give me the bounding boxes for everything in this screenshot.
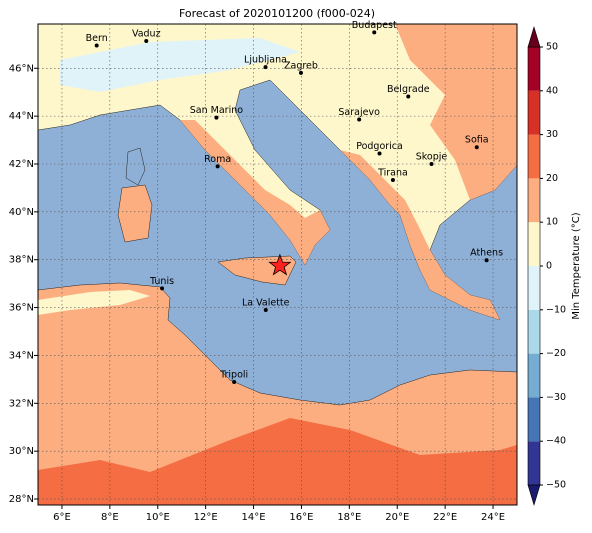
title: Forecast of 2020101200 (f000-024) — [179, 7, 375, 20]
colorbar-label: Min Temperature (°C) — [571, 212, 582, 319]
colorbar-tick-label: −10 — [546, 304, 566, 315]
map-frame — [37, 23, 518, 506]
colorbar-band — [528, 222, 540, 266]
colorbar-band — [528, 134, 540, 179]
cold-alps — [60, 38, 300, 92]
grid — [34, 24, 517, 509]
colorbar-band — [528, 47, 540, 91]
colorbar-tick-label: −50 — [546, 480, 566, 491]
city-dot — [160, 286, 165, 291]
x-tick-label: 22°E — [433, 512, 457, 523]
city-dot — [298, 70, 303, 75]
warm-balkan-coast — [340, 150, 500, 320]
city-label: Ljubljana — [244, 55, 287, 66]
y-tick-label: 44°N — [9, 111, 34, 122]
y-tick-label: 36°N — [9, 303, 34, 314]
colorbar-under — [527, 484, 541, 507]
x-tick-label: 6°E — [53, 512, 71, 523]
city-dot — [232, 379, 237, 384]
city-dot — [94, 43, 99, 48]
x-tick-label: 10°E — [146, 512, 170, 523]
star-marker — [268, 253, 292, 276]
hot-africa — [38, 418, 517, 505]
city-label: La Valette — [242, 297, 290, 308]
colorbar-over — [527, 25, 541, 48]
city-label: Belgrade — [387, 84, 430, 95]
colorbar-tick-label: −40 — [546, 436, 566, 447]
colorbar-tick-label: 10 — [546, 217, 558, 228]
colorbar: −50 −40 −30 −20 −10 0 10 20 30 40 50 — [527, 25, 566, 507]
city-dot — [144, 38, 149, 43]
y-tick-label: 28°N — [9, 494, 34, 505]
x-tick-label: 8°E — [101, 512, 119, 523]
city-dot — [357, 117, 362, 122]
city-dot — [390, 178, 395, 183]
y-tick-label: 40°N — [9, 207, 34, 218]
colorbar-tick-label: 0 — [546, 261, 552, 272]
colorbar-band — [528, 90, 540, 135]
city-label: Sofia — [465, 135, 489, 146]
city-label: San Marino — [190, 105, 243, 116]
sardinia — [117, 184, 153, 243]
city-dot — [263, 65, 268, 70]
colorbar-band — [528, 397, 540, 442]
city-dot — [372, 30, 377, 35]
city-label: Sarajevo — [338, 107, 380, 118]
x-tick-label: 20°E — [385, 512, 409, 523]
warm-italy-coast — [180, 120, 330, 265]
colorbar-tick-label: −30 — [546, 392, 566, 403]
colorbar-band — [528, 266, 540, 310]
y-tick-label: 30°N — [9, 446, 34, 457]
city-label: Tripoli — [219, 369, 248, 380]
colorbar-tick-label: 40 — [546, 85, 558, 96]
y-tick-label: 42°N — [9, 159, 34, 170]
y-tick-label: 38°N — [9, 255, 34, 266]
colorbar-band — [528, 441, 540, 485]
colorbar-tick-label: −20 — [546, 348, 566, 359]
x-tick-label: 18°E — [337, 512, 361, 523]
city-dot — [406, 94, 411, 99]
city-dot — [429, 161, 434, 166]
city-dot — [484, 258, 489, 263]
x-tick-label: 12°E — [194, 512, 218, 523]
city-dot — [263, 307, 268, 312]
city-label: Athens — [470, 248, 503, 259]
y-tick-label: 32°N — [9, 398, 34, 409]
city-label: Zagreb — [284, 60, 318, 71]
colorbar-band — [528, 309, 540, 354]
colorbar-tick-label: 50 — [546, 42, 558, 53]
city-label: Skopje — [416, 151, 448, 162]
city-dot — [474, 145, 479, 150]
city-label: Tirana — [377, 168, 408, 179]
city-label: Bern — [86, 33, 108, 44]
corsica — [125, 147, 146, 186]
colorbar-tick-label: 30 — [546, 129, 558, 140]
y-tick-label: 34°N — [9, 350, 34, 361]
city-dot — [215, 164, 220, 169]
colorbar-band — [528, 353, 540, 398]
y-tick-label: 46°N — [9, 63, 34, 74]
colorbar-tick-label: 20 — [546, 173, 558, 184]
city-dot — [214, 115, 219, 120]
colorbar-band — [528, 178, 540, 223]
city-label: Podgorica — [356, 141, 403, 152]
x-tick-label: 14°E — [242, 512, 266, 523]
north-africa-coast — [38, 290, 150, 315]
city-label: Tunis — [149, 276, 174, 287]
city-dot — [377, 151, 382, 156]
city-label: Vaduz — [132, 28, 161, 39]
x-tick-label: 16°E — [289, 512, 313, 523]
city-label: Budapest — [352, 20, 397, 31]
x-tick-label: 24°E — [481, 512, 505, 523]
city-label: Roma — [204, 154, 231, 165]
